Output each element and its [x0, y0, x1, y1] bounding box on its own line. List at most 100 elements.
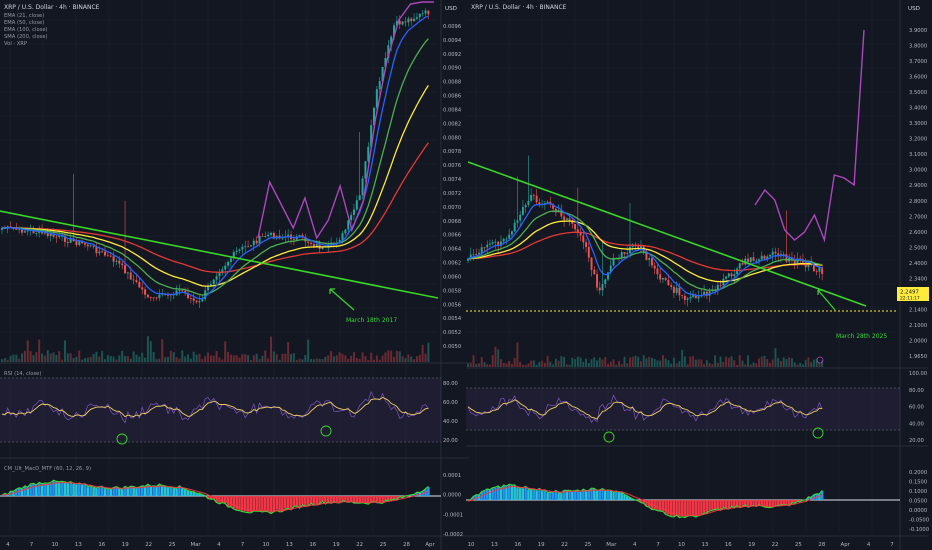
macd-histogram-bar — [516, 488, 519, 500]
macd-histogram-bar — [32, 483, 35, 496]
volume-bar — [350, 355, 353, 362]
macd-histogram-bar — [238, 496, 241, 511]
date-tick-label: 13 — [701, 542, 708, 548]
candle-body — [367, 146, 370, 162]
macd-histogram-bar — [746, 500, 750, 507]
macd-histogram-bar — [672, 500, 676, 517]
volume-bar — [184, 356, 187, 362]
volume-bar — [801, 364, 804, 367]
volume-bar — [318, 358, 321, 362]
right-macd-tick: 0.2000 — [909, 470, 927, 476]
volume-bar — [672, 357, 675, 367]
macd-histogram-bar — [40, 484, 44, 496]
macd-histogram-bar — [538, 489, 541, 500]
candle-body — [821, 267, 824, 274]
candle-body — [421, 13, 424, 15]
macd-histogram-bar — [263, 496, 267, 511]
left-rsi-label: RSI (14, close) — [4, 371, 41, 377]
candle-body — [486, 244, 489, 248]
macd-histogram-bar — [609, 490, 612, 500]
date-tick-label: 7 — [30, 542, 33, 548]
candle-body — [124, 265, 127, 274]
macd-histogram-bar — [178, 486, 181, 496]
left-chart-pane[interactable]: 0.0096 0.0094 0.0092 0.0090 0.0088 0.0086 0.00… — [0, 0, 469, 550]
macd-histogram-bar — [35, 485, 38, 496]
date-tick-label: 16 — [725, 542, 732, 548]
volume-bar — [631, 356, 634, 367]
macd-histogram-bar — [361, 496, 364, 503]
candle-body — [480, 247, 483, 253]
macd-histogram-bar — [427, 486, 430, 496]
macd-histogram-bar — [289, 496, 293, 510]
volume-bar — [315, 358, 318, 362]
macd-histogram-bar — [669, 500, 673, 516]
volume-bar — [527, 363, 530, 367]
volume-bar — [83, 358, 86, 362]
volume-bar — [178, 358, 181, 362]
volume-bar — [812, 359, 815, 367]
candle-body — [467, 258, 469, 261]
volume-bar — [607, 363, 609, 367]
candle-body — [89, 245, 92, 247]
macd-histogram-bar — [615, 491, 618, 500]
volume-bar — [235, 355, 238, 362]
candle-body — [195, 300, 198, 303]
volume-bar — [292, 353, 295, 362]
macd-histogram-bar — [774, 500, 777, 506]
candle-body — [637, 246, 640, 249]
candle-body — [209, 284, 212, 287]
macd-histogram-bar — [123, 486, 127, 496]
volume-bar — [49, 353, 52, 362]
volume-bar — [703, 364, 706, 367]
volume-bar — [469, 362, 472, 367]
volume-bar — [364, 356, 367, 362]
volume-bar — [494, 346, 497, 367]
left-macd-tick: 0.0000 — [443, 493, 461, 499]
date-tick-label: 25 — [585, 542, 592, 548]
volume-bar — [609, 361, 612, 367]
right-rsi-tick: 20.00 — [909, 438, 924, 444]
date-tick-label: 10 — [678, 542, 685, 548]
macd-histogram-bar — [140, 486, 144, 496]
macd-histogram-bar — [364, 496, 367, 504]
macd-histogram-bar — [243, 496, 247, 512]
volume-bar — [579, 357, 582, 367]
macd-histogram-bar — [724, 500, 728, 508]
candle-body — [815, 271, 818, 273]
volume-bar — [565, 364, 568, 367]
macd-histogram-bar — [49, 483, 52, 496]
rsi-band — [0, 378, 441, 442]
candle-body — [252, 240, 255, 246]
candle-body — [61, 235, 64, 237]
candle-body — [681, 295, 684, 297]
candle-body — [255, 240, 258, 244]
macd-histogram-bar — [138, 487, 141, 496]
volume-bar — [535, 364, 538, 367]
legend-ema100: EMA (100, close) — [4, 27, 48, 33]
candle-body — [315, 244, 318, 247]
macd-histogram-bar — [763, 500, 766, 507]
volume-bar — [301, 359, 304, 362]
macd-histogram-bar — [232, 496, 236, 509]
date-tick-label: 25 — [169, 542, 176, 548]
candle-body — [138, 281, 141, 288]
right-chart-pane[interactable]: 3.9000 3.8000 3.7000 3.6000 3.5000 3.4000 3.30… — [466, 0, 929, 550]
volume-bar — [43, 355, 46, 362]
candle-body — [344, 229, 347, 234]
left-currency-label: USD — [445, 6, 457, 12]
candle-body — [155, 297, 158, 299]
volume-bar — [278, 359, 281, 362]
candle-body — [198, 301, 201, 303]
volume-bar — [692, 356, 695, 367]
volume-bar — [587, 362, 590, 367]
volume-bar — [46, 350, 49, 362]
macd-histogram-bar — [60, 482, 64, 496]
candle-body — [375, 89, 378, 108]
candle-body — [249, 245, 252, 247]
macd-histogram-bar — [499, 488, 503, 500]
candle-body — [101, 251, 104, 253]
volume-bar — [424, 353, 427, 362]
candle-body — [287, 234, 290, 237]
candle-body — [719, 284, 722, 286]
